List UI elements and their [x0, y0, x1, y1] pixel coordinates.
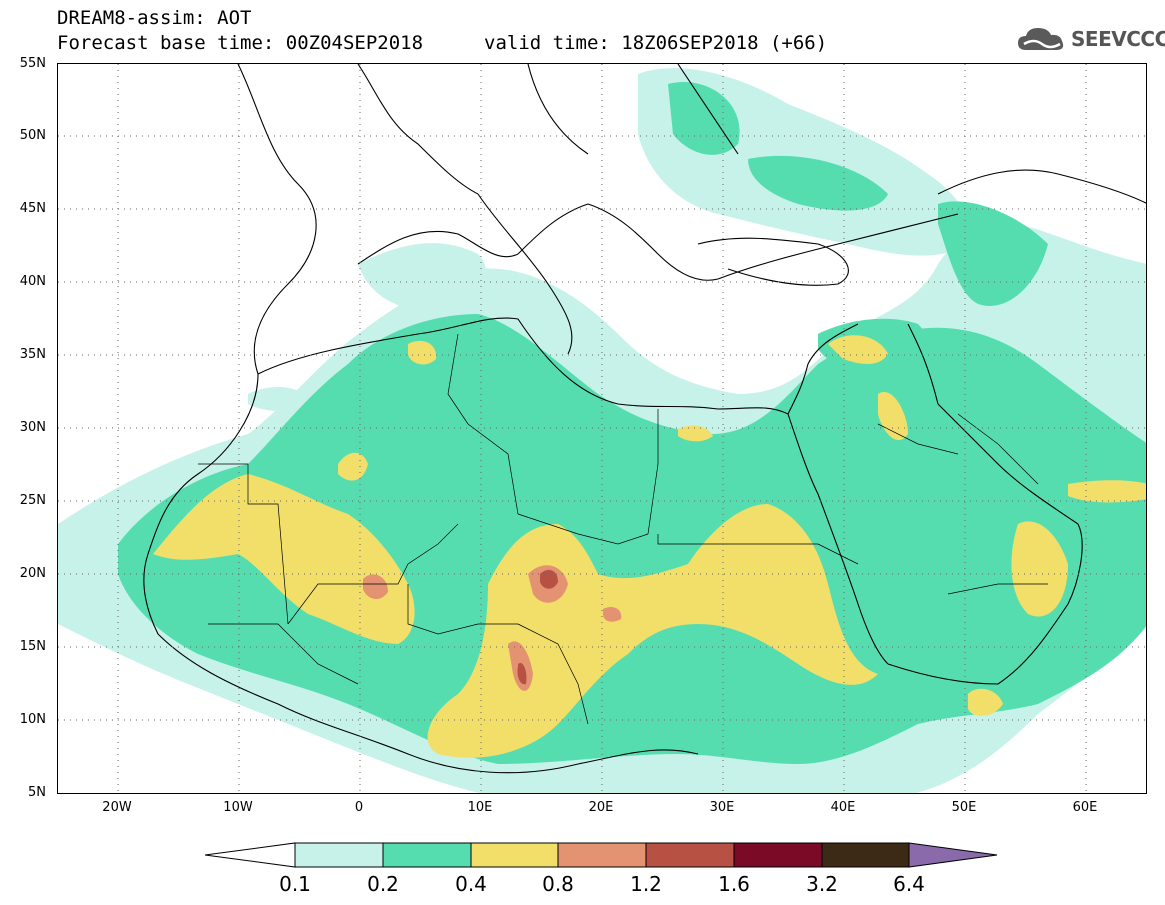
aot-region-0.4 [828, 335, 888, 364]
lat-label: 25N [19, 493, 46, 508]
lat-label: 50N [19, 128, 46, 143]
colorbar-segment-below [205, 842, 296, 868]
aot-region-0.2 [748, 155, 888, 211]
colorbar-label: 3.2 [806, 872, 838, 896]
lon-label: 20W [102, 800, 132, 815]
colorbar-segment-above [908, 842, 998, 868]
lat-label: 20N [19, 566, 46, 581]
lon-label: 10W [223, 800, 253, 815]
colorbar-segment [645, 842, 735, 868]
aot-colorbar [205, 842, 998, 868]
lat-label: 40N [19, 274, 46, 289]
lat-label: 35N [19, 347, 46, 362]
colorbar-segment [470, 842, 559, 868]
colorbar-label: 0.1 [279, 872, 311, 896]
aot-region-0.4 [1068, 480, 1146, 503]
aot-region-0.2 [938, 201, 1048, 306]
aot-region-0.1 [358, 243, 486, 310]
colorbar-segment [557, 842, 647, 868]
lat-label: 30N [19, 420, 46, 435]
lat-label: 15N [19, 639, 46, 654]
aot-region-1.2 [540, 569, 558, 589]
colorbar-segment [294, 842, 384, 868]
aot-region-0.4 [678, 425, 713, 442]
lon-label: 30E [709, 800, 735, 815]
colorbar-label: 0.8 [542, 872, 574, 896]
lat-label: 45N [19, 201, 46, 216]
colorbar-segment [382, 842, 472, 868]
seevccc-logo: SEEVCCC [1016, 24, 1165, 54]
lat-label: 10N [19, 712, 46, 727]
map-canvas [58, 64, 1146, 793]
colorbar-label: 1.2 [630, 872, 662, 896]
aot-region-0.1 [248, 387, 308, 411]
lon-label: 60E [1072, 800, 1098, 815]
forecast-base-time: Forecast base time: 00Z04SEP2018 [57, 32, 424, 54]
logo-text: SEEVCCC [1071, 27, 1165, 51]
country-borders [198, 333, 1048, 725]
lon-label: 20E [588, 800, 614, 815]
aot-region-1.2 [517, 663, 527, 685]
aot-region-0.4 [338, 452, 368, 481]
lat-label: 55N [19, 56, 46, 71]
colorbar-label: 0.2 [367, 872, 399, 896]
colorbar-label: 0.4 [455, 872, 487, 896]
dust-aot-map [57, 63, 1147, 794]
lon-label: 10E [467, 800, 493, 815]
map-title: DREAM8-assim: AOT [57, 7, 252, 29]
aot-region-0.8 [363, 574, 388, 600]
aot-region-0.4 [968, 688, 1003, 716]
aot-region-0.4 [153, 474, 415, 644]
colorbar-label: 6.4 [893, 872, 925, 896]
aot-region-0.4 [408, 340, 437, 365]
aot-region-0.4 [1011, 521, 1068, 617]
cloud-logo-icon [1018, 28, 1064, 50]
colorbar-segment [821, 842, 910, 868]
coastlines [143, 64, 1146, 774]
aot-region-0.8 [603, 607, 622, 622]
colorbar-segment [733, 842, 823, 868]
valid-time: valid time: 18Z06SEP2018 (+66) [484, 32, 828, 54]
lat-label: 5N [28, 785, 46, 800]
aot-region-0.2 [668, 82, 740, 155]
colorbar-label: 1.6 [718, 872, 750, 896]
lon-label: 40E [830, 800, 856, 815]
lon-label: 0 [354, 800, 364, 815]
lon-label: 50E [951, 800, 977, 815]
